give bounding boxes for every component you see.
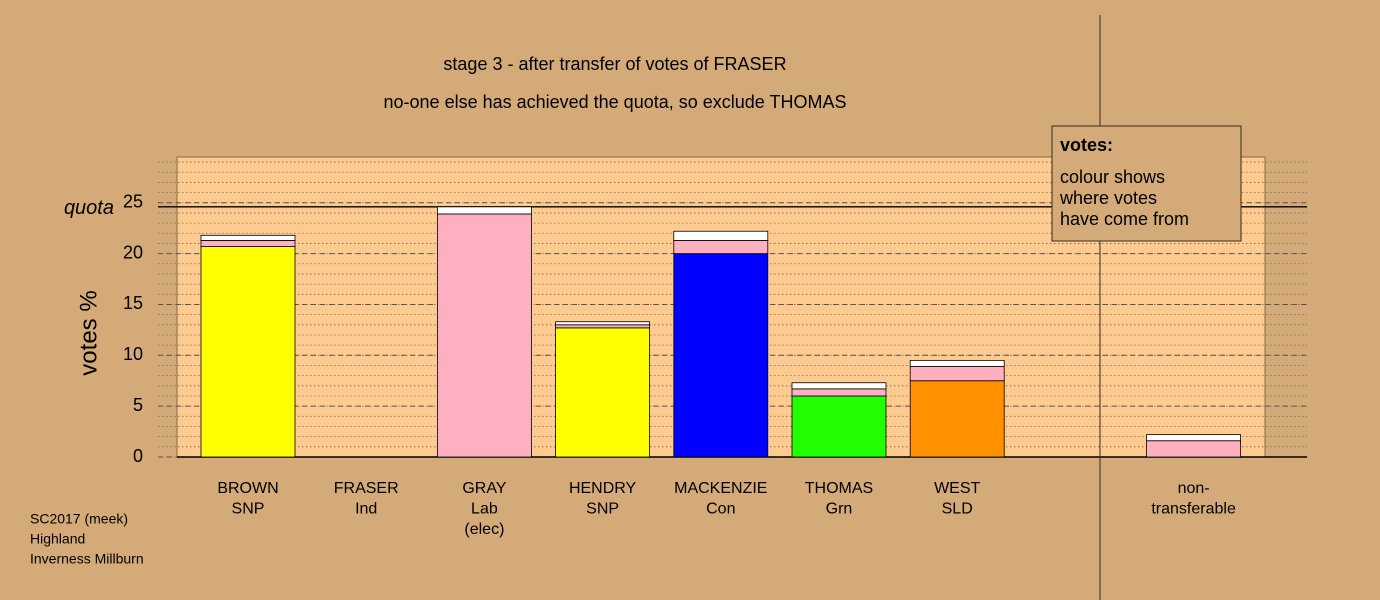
legend-text: colour shows	[1060, 167, 1165, 187]
x-tick-label: (elec)	[464, 521, 504, 538]
y-axis-label: votes %	[75, 290, 102, 375]
x-tick-label: Lab	[471, 501, 498, 518]
x-tick-label: Ind	[355, 501, 377, 518]
legend-text: votes:	[1060, 135, 1113, 155]
bar-segment	[200, 246, 296, 458]
x-tick-label: Con	[706, 501, 735, 518]
y-tick-label: 0	[133, 446, 143, 466]
x-tick-label: Grn	[826, 501, 853, 518]
footer-text: Highland	[30, 531, 85, 547]
bar-segment	[555, 324, 650, 329]
x-tick-label: BROWN	[217, 480, 278, 497]
y-tick-label: 20	[123, 242, 143, 262]
legend-text: where votes	[1059, 188, 1157, 208]
quota-label: quota	[64, 197, 114, 219]
bar-segment	[791, 395, 887, 458]
bar-segment	[673, 230, 769, 241]
bar-segment	[1146, 440, 1241, 458]
chart-title: stage 3 - after transfer of votes of FRA…	[443, 54, 786, 74]
footer-text: Inverness Millburn	[30, 551, 144, 567]
bar-segment	[555, 327, 650, 458]
x-tick-label: HENDRY	[569, 480, 637, 497]
bar-segment	[673, 239, 769, 255]
bar-segment	[909, 359, 1005, 367]
x-tick-label: SNP	[232, 501, 265, 518]
bar-segment	[791, 382, 887, 390]
legend-box	[1051, 125, 1242, 242]
chart-subtitle: no-one else has achieved the quota, so e…	[384, 92, 847, 112]
x-tick-label: SNP	[586, 501, 619, 518]
bar-segment	[791, 388, 887, 397]
bar-segment	[200, 234, 296, 241]
x-tick-label: FRASER	[334, 480, 399, 497]
legend-text: have come from	[1060, 209, 1189, 229]
x-tick-label: THOMAS	[805, 480, 873, 497]
x-tick-label: GRAY	[462, 480, 506, 497]
bar-segment	[555, 321, 650, 326]
y-tick-label: 5	[133, 395, 143, 415]
y-tick-label: 10	[123, 344, 143, 364]
bar-segment	[436, 206, 532, 215]
bar-segment	[909, 380, 1005, 458]
bar-segment	[200, 239, 296, 247]
y-tick-label: 15	[123, 293, 143, 313]
x-tick-label: WEST	[934, 480, 980, 497]
bar-segment	[909, 366, 1005, 382]
bar-segment	[436, 213, 532, 458]
x-tick-label: non-	[1178, 480, 1210, 497]
bar-segment	[1146, 434, 1241, 442]
x-tick-label: transferable	[1151, 501, 1236, 518]
y-tick-label: 25	[123, 192, 143, 212]
footer-text: SC2017 (meek)	[30, 511, 128, 527]
x-tick-label: SLD	[942, 501, 973, 518]
bar-segment	[673, 253, 769, 458]
x-tick-label: MACKENZIE	[674, 480, 767, 497]
